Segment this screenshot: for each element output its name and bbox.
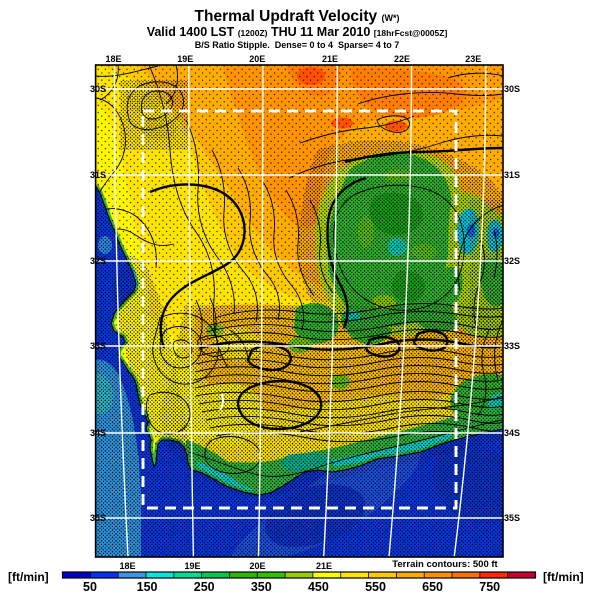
svg-text:19E: 19E [184,561,200,571]
svg-text:32S: 32S [90,256,106,266]
svg-text:[ft/min]: [ft/min] [8,570,49,584]
svg-text:Terrain contours: 500 ft: Terrain contours: 500 ft [392,559,498,570]
svg-text:20E: 20E [249,561,265,571]
svg-text:750: 750 [479,580,500,594]
svg-text:Valid 1400 LST (1200Z) THU 11: Valid 1400 LST (1200Z) THU 11 Mar 2010 [… [147,25,448,39]
svg-text:33S: 33S [90,341,106,351]
svg-text:34S: 34S [504,428,520,438]
svg-text:34S: 34S [90,428,106,438]
svg-text:350: 350 [251,580,272,594]
svg-text:23E: 23E [465,54,481,64]
svg-text:31S: 31S [90,170,106,180]
svg-text:[ft/min]: [ft/min] [543,570,584,584]
svg-text:550: 550 [365,580,386,594]
svg-text:30S: 30S [90,84,106,94]
svg-text:150: 150 [137,580,158,594]
svg-text:650: 650 [422,580,443,594]
svg-text:32S: 32S [504,256,520,266]
svg-text:19E: 19E [177,54,193,64]
svg-text:22E: 22E [394,54,410,64]
svg-text:50: 50 [83,580,97,594]
svg-text:21E: 21E [322,54,338,64]
svg-text:35S: 35S [90,513,106,523]
svg-text:31S: 31S [504,170,520,180]
svg-text:33S: 33S [504,341,520,351]
svg-text:18E: 18E [119,561,135,571]
svg-text:21E: 21E [316,561,332,571]
svg-text:20E: 20E [249,54,265,64]
svg-text:250: 250 [194,580,215,594]
svg-text:Thermal Updraft Velocity (W*): Thermal Updraft Velocity (W*) [195,8,400,25]
svg-text:30S: 30S [504,84,520,94]
svg-text:450: 450 [308,580,329,594]
svg-text:18E: 18E [105,54,121,64]
svg-text:B/S Ratio Stipple. Dense= 0 t: B/S Ratio Stipple. Dense= 0 to 4 Sparse=… [195,40,400,50]
svg-text:35S: 35S [504,513,520,523]
